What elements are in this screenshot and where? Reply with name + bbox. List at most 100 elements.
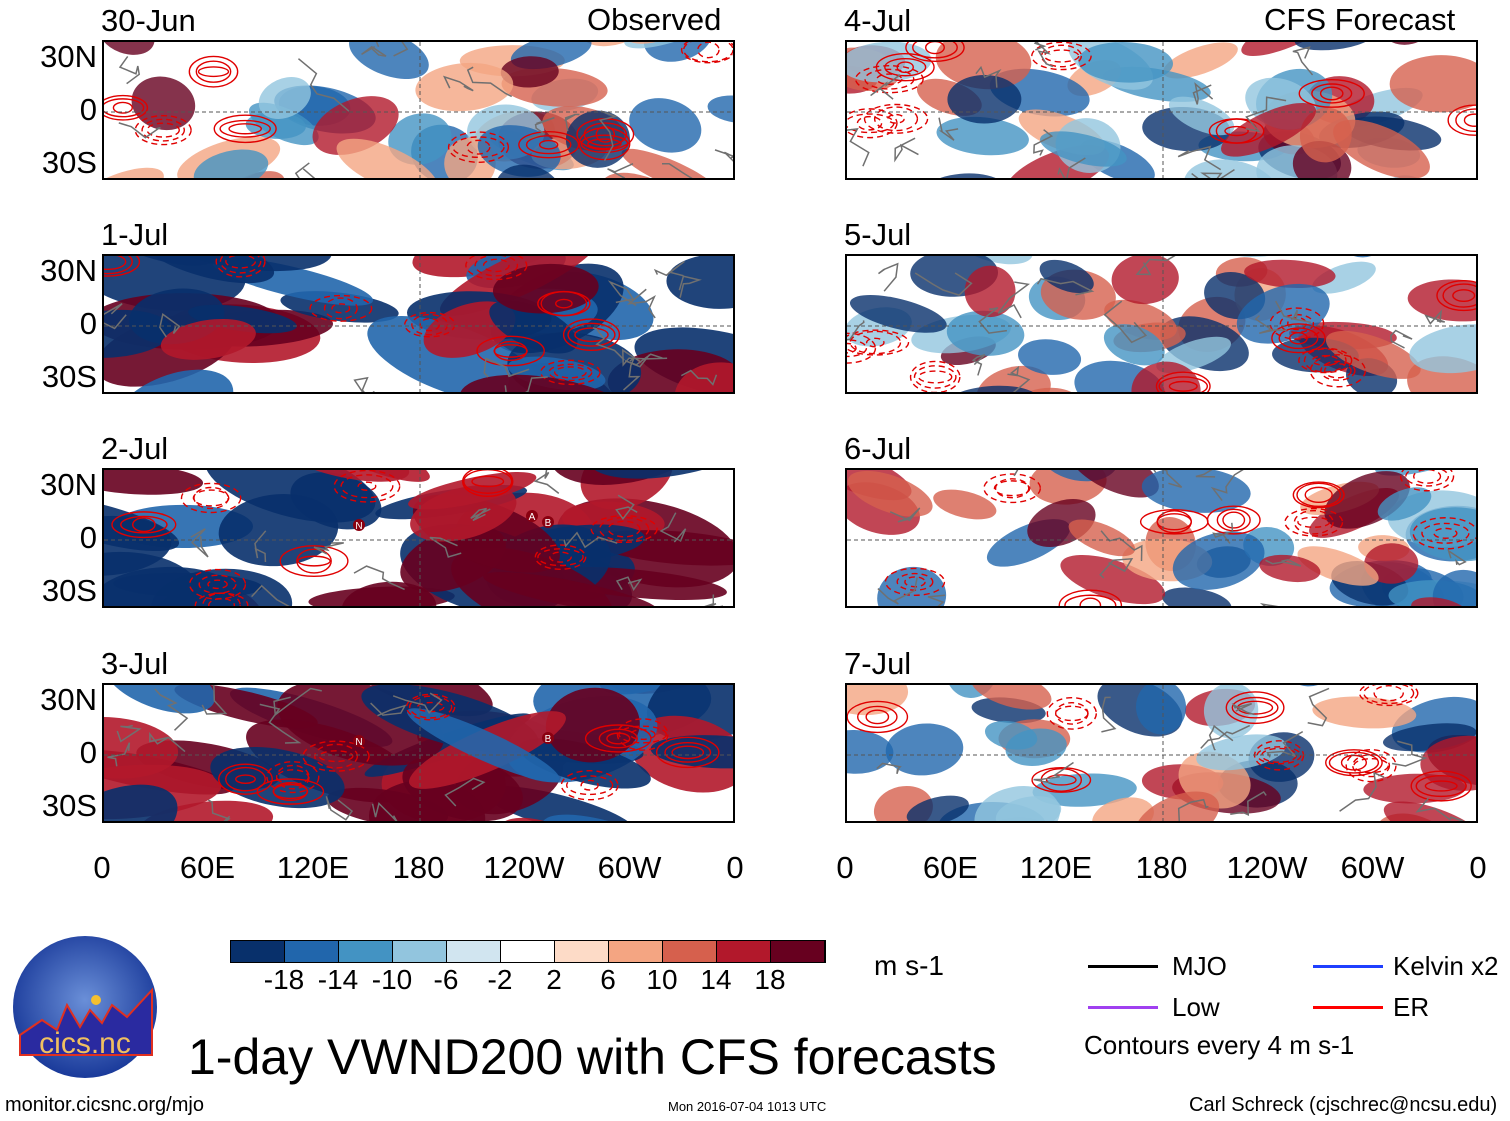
y-tick-label: 0 [79,92,97,127]
er-contour [256,778,325,805]
er-contour [195,60,232,83]
wind-anomaly-blob [1312,261,1376,294]
er-contour [873,106,919,132]
er-contour [1373,685,1404,702]
coastline [1212,522,1234,544]
er-contour [266,761,320,794]
er-contour [1031,42,1092,71]
er-contour [1447,104,1476,136]
wind-anomaly-blob [282,470,410,482]
wind-anomaly-blob [1163,42,1238,79]
panel-date: 3-Jul [101,646,169,681]
er-contour [1319,86,1344,101]
er-contour [1168,380,1198,392]
er-contour [1405,470,1450,487]
er-contour [1455,108,1476,133]
y-tick-label: 30N [40,682,97,717]
coastline [107,742,131,767]
er-contour [847,332,877,364]
coastline [1231,702,1255,716]
coastline [251,584,290,606]
er-contour [865,337,885,348]
er-contour [655,736,720,769]
wind-anomaly-blob [877,566,947,606]
footer-url[interactable]: monitor.cicsnc.org/mjo [5,1094,204,1116]
er-contour [917,370,953,384]
y-tick-label: 30N [40,39,97,74]
er-contour [408,695,453,719]
er-contour [323,297,358,320]
er-contour [664,741,712,763]
er-contour [1278,327,1319,350]
coastline [914,272,973,296]
wind-anomaly-blob [1068,470,1159,498]
er-contour [537,290,591,317]
er-contour [540,359,601,386]
y-tick-label: 0 [79,306,97,341]
wind-anomaly-blob [1294,42,1375,51]
er-contour [584,724,652,753]
er-contour [618,725,667,744]
coastline [1057,157,1086,178]
wind-anomaly-blob [1172,531,1265,590]
wind-anomaly-blob [885,723,964,776]
coastline [154,688,189,731]
er-contour [225,256,256,269]
wind-anomaly-blob [1203,685,1259,739]
er-contour [1271,323,1326,354]
er-contour [1079,597,1102,606]
wind-anomaly-blob [933,489,997,520]
wind-anomaly-blob [193,149,269,178]
er-contour [207,579,228,590]
marker-n [353,519,365,531]
colorbar-label: 6 [600,964,616,995]
wind-anomaly-blob [406,708,560,783]
er-contour [357,481,377,491]
wind-anomaly-blob [1244,259,1336,289]
panel-date: 1-Jul [101,217,169,252]
x-tick-label: 120E [276,850,350,885]
er-contour [219,119,271,138]
er-contour [896,61,914,74]
colorbar-swatch [717,941,771,962]
wind-anomaly-blob [104,42,155,55]
coastline [1099,557,1134,579]
er-contour [1298,78,1365,108]
coastline [598,110,618,162]
coastline [1292,46,1314,76]
er-contour [188,55,239,88]
er-contour [194,592,249,606]
er-contour [553,366,587,379]
legend-label-mjo: MJO [1172,951,1227,981]
er-contour [1311,355,1339,366]
wind-anomaly-blob [143,256,275,284]
coastline [607,280,637,307]
marker-label: A [529,512,536,523]
er-contour [1298,347,1353,374]
er-contour [1421,522,1470,544]
er-contour [1031,766,1092,793]
er-contour [188,568,247,600]
er-contour [112,101,133,114]
er-contour [1158,376,1209,392]
coastline [1192,82,1214,105]
coastline [927,594,946,606]
coastline [361,45,387,57]
wind-anomaly-blob [1103,324,1165,366]
coastline [1415,797,1464,821]
wind-anomaly-blob [674,362,733,392]
coastline [704,594,724,606]
svg-text:cics.nc: cics.nc [39,1027,131,1060]
er-contour [279,545,349,578]
y-tick-label: 30S [41,359,97,394]
contour-note: Contours every 4 m s-1 [1084,1030,1355,1060]
coastline [1210,470,1244,502]
er-contour [476,335,545,367]
er-contour [1309,354,1366,388]
er-contour [1353,758,1389,774]
x-tick-label: 120E [1019,850,1093,885]
er-contour [302,740,370,772]
colorbar-label: -10 [371,964,413,995]
wind-anomaly-blob [104,784,178,821]
wind-anomaly-blob [629,98,702,153]
